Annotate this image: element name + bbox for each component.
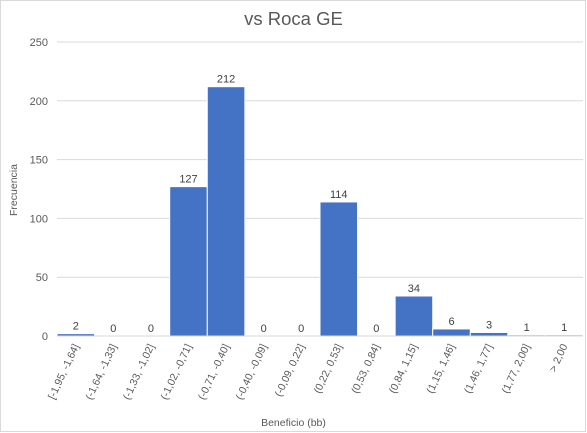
x-tick-label: (1,15, 1,46] bbox=[424, 342, 457, 395]
y-tick-label: 100 bbox=[30, 213, 48, 225]
data-label: 0 bbox=[261, 323, 267, 335]
data-label: 34 bbox=[408, 283, 420, 295]
x-tick-label: (-0,09, 0,22] bbox=[273, 342, 308, 398]
x-tick-label: [-1,95, -1,64] bbox=[46, 342, 82, 401]
x-tick-label: (-1,64, -1,33] bbox=[83, 342, 119, 402]
bars bbox=[56, 86, 584, 337]
y-tick-label: 150 bbox=[30, 155, 48, 167]
data-label: 114 bbox=[330, 189, 348, 201]
x-tick-label: (0,22, 0,53] bbox=[312, 342, 345, 395]
x-tick-label: > 2,00 bbox=[547, 342, 570, 374]
y-tick-label: 50 bbox=[36, 272, 48, 284]
y-tick-label: 200 bbox=[30, 96, 48, 108]
chart-title: vs Roca GE bbox=[244, 8, 343, 29]
data-label: 3 bbox=[486, 319, 492, 331]
data-label: 0 bbox=[148, 323, 154, 335]
y-tick-label: 0 bbox=[42, 331, 48, 343]
data-label: 6 bbox=[448, 316, 454, 328]
data-label: 0 bbox=[110, 323, 116, 335]
data-label: 0 bbox=[373, 323, 379, 335]
data-label: 1 bbox=[524, 322, 530, 334]
x-tick-label: (0,84, 1,15] bbox=[387, 342, 420, 395]
x-tick-label: (1,46, 1,77] bbox=[462, 342, 495, 395]
data-label: 2 bbox=[73, 321, 79, 333]
x-tick-label: (1,77, 2,00] bbox=[500, 342, 533, 395]
bar bbox=[394, 295, 434, 337]
x-axis-title: Beneficio (bb) bbox=[261, 417, 326, 429]
bar bbox=[432, 328, 471, 337]
y-axis-ticks: 0 50 100 150 200 250 bbox=[30, 37, 48, 343]
x-tick-label: (-0,40, -0,09] bbox=[234, 342, 270, 402]
data-label: 212 bbox=[217, 74, 235, 86]
x-tick-label: (0,53, 0,84] bbox=[349, 342, 382, 395]
x-tick-label: (-1,02, -0,71] bbox=[158, 342, 194, 402]
data-label: 0 bbox=[298, 323, 304, 335]
x-axis-ticks: [-1,95, -1,64] (-1,64, -1,33] (-1,33, -1,0… bbox=[46, 342, 571, 402]
bar bbox=[169, 186, 208, 337]
x-tick-label: (-1,33, -1,02] bbox=[121, 342, 157, 402]
data-label: 1 bbox=[561, 322, 567, 334]
bar bbox=[469, 331, 509, 337]
data-label: 127 bbox=[179, 174, 197, 186]
y-tick-label: 250 bbox=[30, 37, 48, 49]
data-labels: 2 0 0 127 212 0 0 114 0 34 6 3 1 1 bbox=[73, 74, 568, 335]
bar bbox=[206, 86, 246, 337]
bar bbox=[319, 201, 359, 337]
x-tick-label: (-0,71, -0,40] bbox=[196, 342, 232, 402]
